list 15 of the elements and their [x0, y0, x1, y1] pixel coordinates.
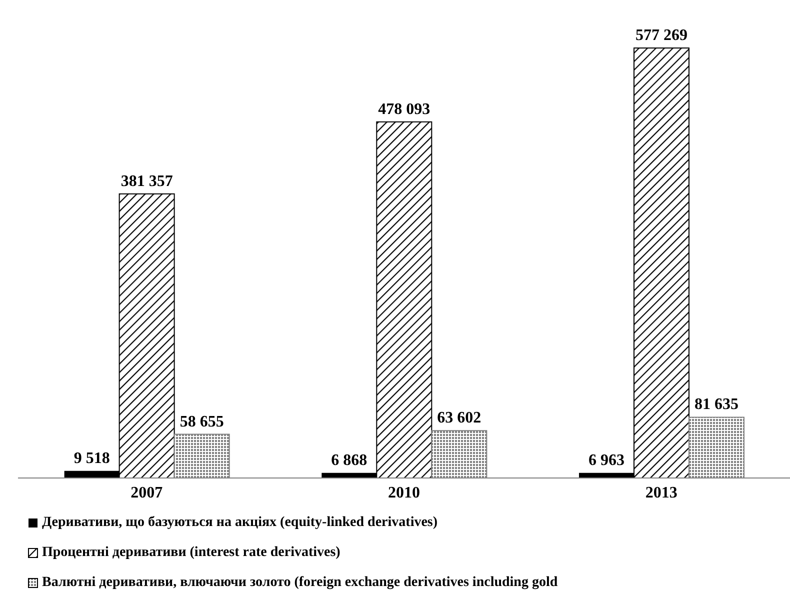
data-label: 6 963	[588, 452, 624, 469]
x-tick-label: 2013	[645, 484, 678, 502]
data-label: 63 602	[437, 410, 482, 427]
legend-label: Валютні деривативи, влючаючи золото (foreign exchange derivatives including gold	[42, 575, 558, 591]
x-tick-label: 2010	[388, 484, 420, 502]
data-label: 6 868	[331, 452, 368, 469]
data-label: 9 518	[74, 450, 110, 467]
x-tick-label: 2007	[130, 484, 163, 502]
legend-label: Процентні деривативи (interest rate derivatives)	[42, 545, 340, 561]
legend-label: Деривативи, що базуються на акціях (equity-linked derivatives)	[42, 515, 438, 531]
data-label: 81 635	[694, 396, 738, 414]
data-label: 58 655	[180, 413, 224, 430]
data-label: 381 357	[120, 172, 173, 190]
data-label: 478 093	[378, 100, 430, 118]
data-label: 577 269	[635, 27, 688, 44]
